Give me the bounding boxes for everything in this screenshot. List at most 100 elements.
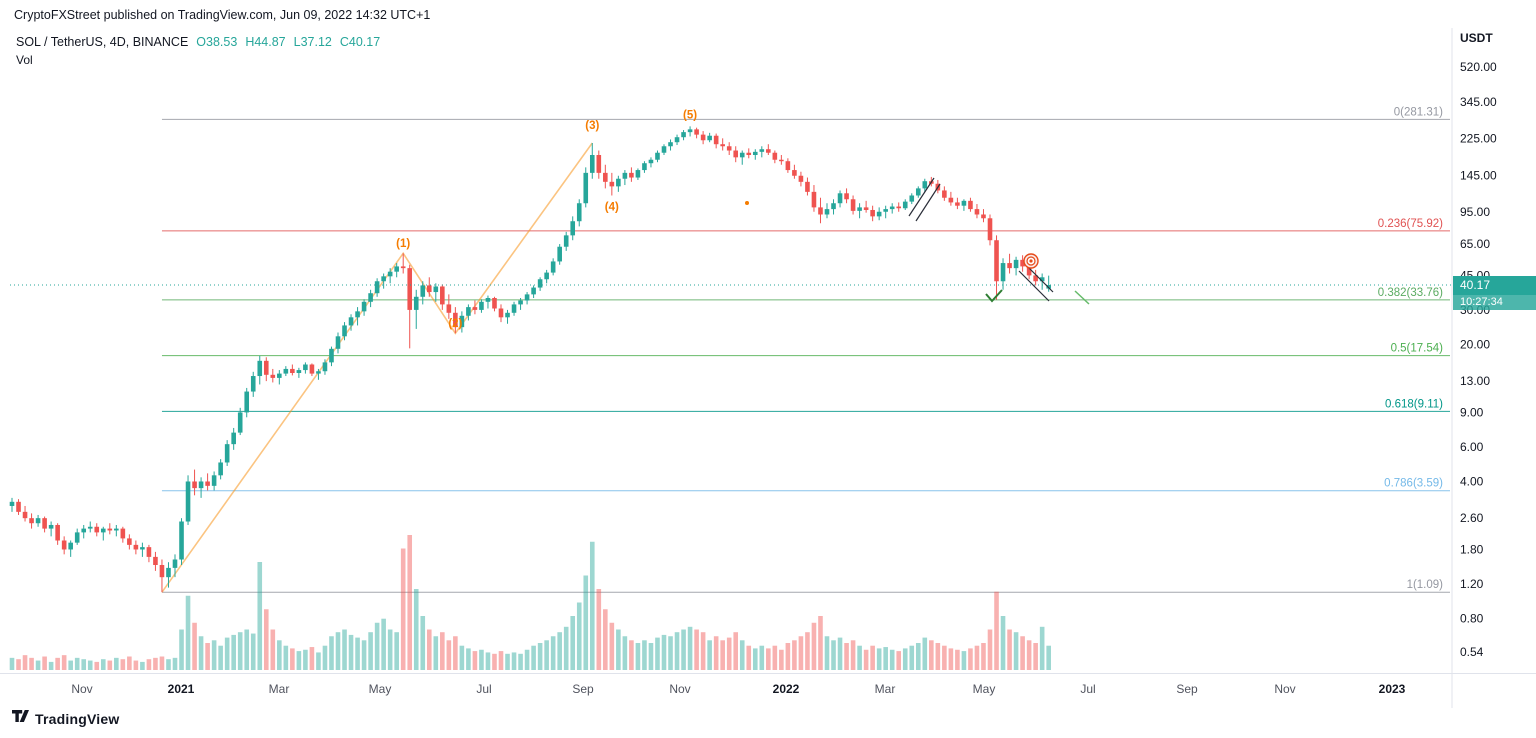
short-trend-segment[interactable] bbox=[1074, 290, 1090, 305]
volume-bar bbox=[948, 648, 954, 670]
candle-body bbox=[694, 129, 699, 135]
volume-bar bbox=[779, 649, 784, 670]
candle-body bbox=[296, 370, 302, 374]
tradingview-logo-icon[interactable] bbox=[12, 708, 29, 729]
candle-body bbox=[120, 528, 126, 539]
candle-body bbox=[459, 315, 465, 328]
candle-body bbox=[42, 518, 47, 529]
candle-body bbox=[876, 211, 882, 217]
candle-body bbox=[616, 178, 621, 187]
time-tick-label: 2023 bbox=[1379, 682, 1406, 696]
fib-label: 0.618(9.11) bbox=[1385, 398, 1443, 410]
candle-body bbox=[61, 540, 67, 550]
user-drawings[interactable] bbox=[745, 177, 1090, 305]
price-axis-currency: USDT bbox=[1460, 31, 1493, 45]
candle-body bbox=[485, 298, 491, 302]
candle-body bbox=[218, 462, 223, 476]
wave-label[interactable]: (5) bbox=[683, 110, 697, 122]
chart-legend[interactable]: SOL / TetherUS, 4D, BINANCE O38.53 H44.87 L… bbox=[16, 35, 380, 49]
time-tick-label: May bbox=[369, 682, 392, 696]
volume-bar bbox=[407, 535, 413, 670]
candle-body bbox=[700, 134, 706, 141]
candle-body bbox=[537, 279, 543, 288]
trend-channel-line[interactable] bbox=[908, 177, 935, 217]
check-mark-drawing[interactable] bbox=[985, 289, 1003, 303]
volume-bar bbox=[231, 634, 236, 670]
candles-layer[interactable] bbox=[9, 126, 1051, 593]
candle-body bbox=[779, 159, 784, 162]
fib-retracement-tool[interactable]: 0(281.31) 0.236(75.92) 0.382(33.76) 0.5(17.… bbox=[161, 106, 1450, 593]
target-marker-icon[interactable] bbox=[1023, 253, 1039, 269]
time-tick-label: Sep bbox=[572, 682, 594, 696]
volume-bar bbox=[863, 649, 869, 670]
volume-bar bbox=[485, 652, 491, 670]
time-tick-label: Nov bbox=[1274, 682, 1295, 696]
price-tick-label: 225.00 bbox=[1460, 131, 1497, 145]
volume-bar bbox=[603, 609, 608, 670]
time-tick-label: Nov bbox=[71, 682, 92, 696]
candle-body bbox=[1026, 266, 1032, 276]
candle-body bbox=[87, 526, 93, 529]
volume-bar bbox=[433, 636, 439, 670]
candle-body bbox=[100, 528, 106, 533]
volume-bar bbox=[1000, 616, 1006, 670]
volume-bar bbox=[661, 634, 667, 670]
orange-dot-marker[interactable] bbox=[745, 201, 749, 205]
elliott-wave-line[interactable] bbox=[161, 142, 593, 593]
elliott-wave-labels[interactable]: (1) (2) (3) (4) (5) bbox=[396, 110, 697, 330]
price-tick-label: 13.00 bbox=[1460, 374, 1490, 388]
candle-body bbox=[818, 207, 823, 215]
price-tick-label: 1.80 bbox=[1460, 542, 1484, 556]
wave-label[interactable]: (4) bbox=[605, 202, 619, 214]
candle-body bbox=[511, 304, 517, 313]
volume-bar bbox=[707, 640, 712, 670]
volume-bar bbox=[596, 589, 602, 670]
volume-bar bbox=[29, 657, 34, 670]
price-tick-label: 9.00 bbox=[1460, 405, 1484, 419]
volume-bar bbox=[277, 640, 282, 670]
candle-body bbox=[870, 209, 875, 217]
candle-body bbox=[824, 209, 830, 215]
fib-label: 0.786(3.59) bbox=[1384, 478, 1443, 490]
time-axis[interactable]: Nov 2021 Mar May Jul Sep Nov 2022 Mar May Jul Sep No… bbox=[71, 682, 1405, 696]
wave-label[interactable]: (1) bbox=[396, 238, 410, 250]
volume-study-label[interactable]: Vol bbox=[16, 53, 33, 67]
candle-body bbox=[922, 181, 928, 189]
volume-bar bbox=[1039, 626, 1045, 670]
candle-body bbox=[453, 312, 458, 328]
volume-bar bbox=[792, 640, 797, 670]
fib-label: 1(1.09) bbox=[1407, 579, 1444, 591]
price-axis[interactable]: USDT520.00345.00225.00145.0095.0065.0045… bbox=[1460, 31, 1497, 659]
volume-bar bbox=[726, 637, 732, 670]
ohlc-low: L37.12 bbox=[293, 35, 332, 49]
volume-bar bbox=[1026, 640, 1032, 670]
volume-bar bbox=[322, 645, 328, 670]
tradingview-wordmark[interactable]: TradingView bbox=[35, 710, 120, 727]
volume-bar bbox=[426, 629, 432, 670]
fib-label: 0.5(17.54) bbox=[1391, 343, 1444, 355]
trend-channel-line[interactable] bbox=[1024, 263, 1054, 293]
candle-body bbox=[1013, 259, 1019, 269]
wave-label[interactable]: (2) bbox=[448, 318, 462, 330]
volume-bar bbox=[570, 616, 576, 670]
candle-body bbox=[466, 307, 471, 316]
candle-body bbox=[550, 261, 556, 273]
candle-body bbox=[889, 206, 895, 210]
tradingview-footer[interactable]: TradingView bbox=[12, 708, 119, 729]
price-tick-label: 0.80 bbox=[1460, 612, 1484, 626]
candle-body bbox=[179, 521, 184, 560]
trend-channel-line[interactable] bbox=[915, 183, 941, 222]
symbol-title[interactable]: SOL / TetherUS, 4D, BINANCE bbox=[16, 35, 189, 49]
volume-bar bbox=[48, 661, 54, 670]
price-tick-label: 2.60 bbox=[1460, 511, 1484, 525]
volume-bar bbox=[550, 636, 556, 670]
volume-bar bbox=[831, 640, 836, 670]
wave-label[interactable]: (3) bbox=[585, 120, 599, 132]
trend-channel-line[interactable] bbox=[1018, 270, 1050, 302]
candle-body bbox=[707, 135, 712, 141]
volume-bar bbox=[622, 636, 628, 670]
volume-bar bbox=[531, 645, 536, 670]
candle-body bbox=[472, 307, 478, 310]
candle-body bbox=[668, 142, 673, 147]
